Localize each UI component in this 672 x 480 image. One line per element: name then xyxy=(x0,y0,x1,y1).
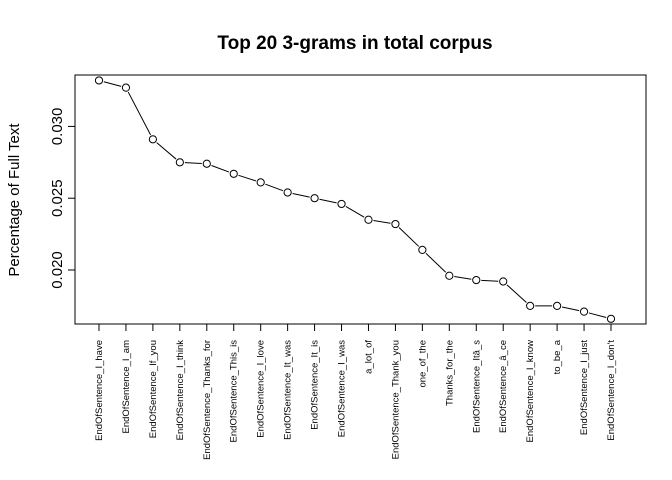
data-point xyxy=(526,301,535,311)
series-segment xyxy=(184,162,202,164)
x-tick-label: EndOfSentence_It_was xyxy=(283,340,294,440)
x-tick-label: EndOfSentence_I_don't xyxy=(606,340,617,441)
data-point xyxy=(499,277,508,286)
y-tick-label: 0.030 xyxy=(49,108,66,146)
y-axis: 0.020 0.025 0.030 xyxy=(49,108,75,289)
series-segment xyxy=(292,193,310,198)
x-tick-label: EndOfSentence_I_just xyxy=(579,340,590,435)
series-segment xyxy=(345,206,365,218)
x-tick-label: Thanks_for_the xyxy=(444,340,455,406)
x-tick-label: to_be_a xyxy=(552,339,563,374)
x-tick-label: EndOfSentence_I_was xyxy=(337,340,348,437)
x-tick-label: EndOfSentence_I_know xyxy=(525,340,536,443)
series-line xyxy=(94,76,616,323)
x-tick-label: EndOfSentence_Thank_you xyxy=(390,340,401,459)
x-tick-label: EndOfSentence_I_am xyxy=(121,340,132,434)
series-segment xyxy=(481,279,499,282)
series-segment xyxy=(425,253,447,273)
data-point xyxy=(229,169,238,178)
data-point xyxy=(121,83,131,92)
data-point xyxy=(310,194,319,203)
x-axis: EndOfSentence_I_have EndOfSentence_I_am En… xyxy=(94,324,617,460)
x-tick-label: EndOfSentence_Thanks_for xyxy=(202,340,213,460)
series-segment xyxy=(156,142,177,160)
x-tick-label: EndOfSentence_It_is xyxy=(310,340,321,430)
series-segment xyxy=(238,174,257,182)
series-segment xyxy=(103,81,122,87)
series-segment xyxy=(398,227,420,247)
series-segment xyxy=(454,276,472,280)
x-tick-label: a_lot_of xyxy=(363,340,374,374)
x-tick-label: EndOfSentence_I_have xyxy=(94,340,105,441)
y-tick-label: 0.020 xyxy=(49,251,66,289)
y-axis-label: Percentage of Full Text xyxy=(6,123,23,277)
x-tick-label: EndOfSentence_Itâ_s xyxy=(471,340,482,433)
data-point xyxy=(148,135,157,144)
x-tick-label: EndOfSentence_I_love xyxy=(256,340,267,438)
series-segment xyxy=(373,220,391,224)
data-point xyxy=(391,219,400,229)
x-tick-label: EndOfSentence_I_think xyxy=(175,340,186,441)
data-point xyxy=(202,159,211,168)
x-tick-label: EndOfSentence_â_ce xyxy=(498,340,509,433)
y-tick-label: 0.025 xyxy=(49,179,66,217)
series-segment xyxy=(561,306,580,312)
series-segment xyxy=(127,91,152,136)
series-segment xyxy=(319,198,337,204)
data-point xyxy=(256,178,265,187)
series-segment xyxy=(588,312,607,319)
series-segment xyxy=(265,183,284,192)
data-point xyxy=(283,188,292,197)
data-point xyxy=(94,76,104,85)
data-point xyxy=(606,314,616,323)
data-point xyxy=(175,158,184,167)
data-point xyxy=(337,199,346,209)
data-point xyxy=(553,301,562,311)
x-tick-label: one_of_the xyxy=(417,340,428,388)
chart-title: Top 20 3-grams in total corpus xyxy=(217,33,492,54)
data-point xyxy=(472,275,481,285)
series-segment xyxy=(506,284,527,303)
x-tick-label: EndOfSentence_If_you xyxy=(148,340,159,438)
data-point xyxy=(445,271,454,280)
data-point xyxy=(579,307,589,316)
data-point xyxy=(364,215,373,224)
x-tick-label: EndOfSentence_This_is xyxy=(229,340,240,443)
series-segment xyxy=(211,165,230,173)
data-point xyxy=(418,245,427,255)
plot-frame xyxy=(74,74,647,325)
